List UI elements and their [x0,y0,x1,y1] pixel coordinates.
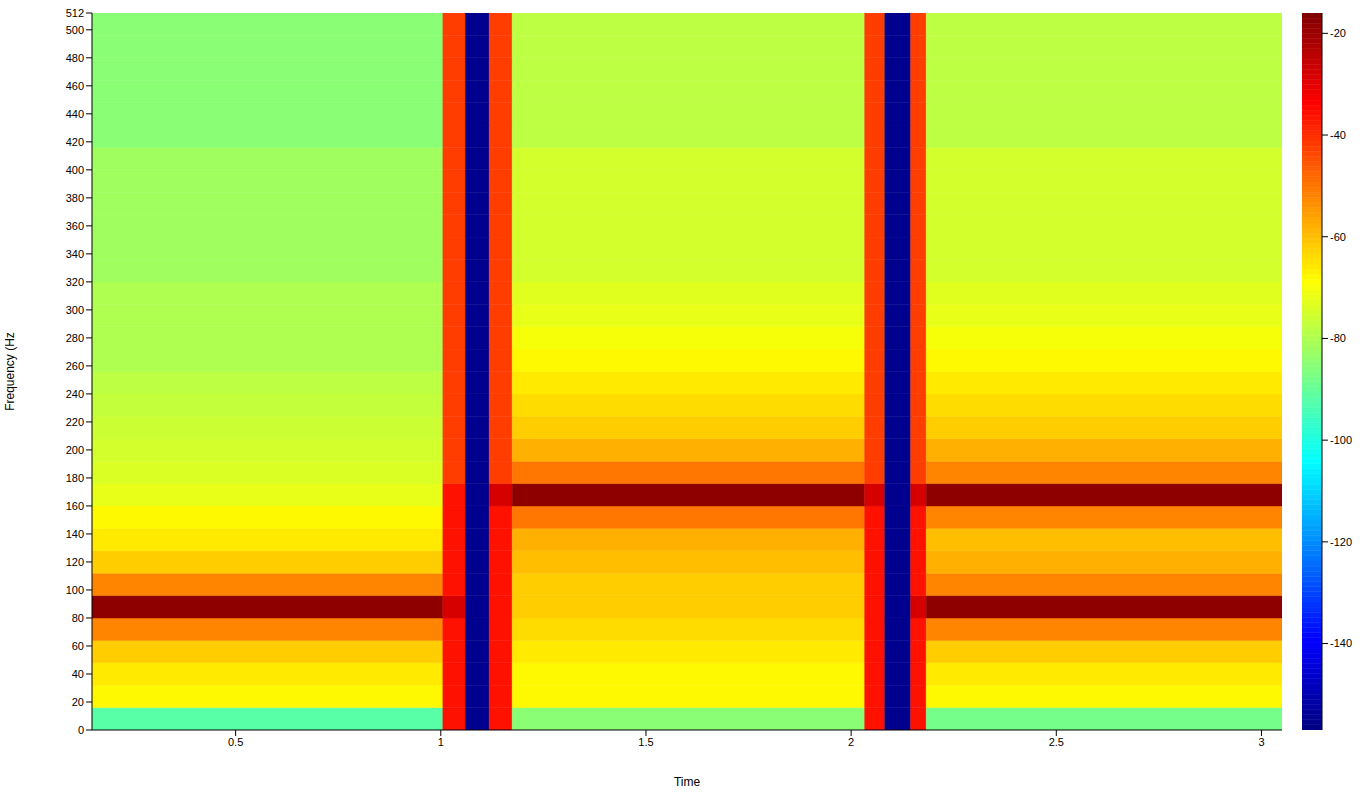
svg-text:180: 180 [66,472,84,484]
svg-text:340: 340 [66,248,84,260]
svg-text:500: 500 [66,24,84,36]
svg-text:480: 480 [66,52,84,64]
svg-text:60: 60 [72,640,84,652]
svg-text:2: 2 [848,736,854,748]
svg-text:Frequency (Hz: Frequency (Hz [3,332,17,411]
svg-text:2.5: 2.5 [1049,736,1064,748]
svg-text:1: 1 [438,736,444,748]
svg-text:80: 80 [72,612,84,624]
svg-text:-40: -40 [1330,129,1346,141]
svg-text:440: 440 [66,108,84,120]
svg-text:380: 380 [66,192,84,204]
svg-text:40: 40 [72,668,84,680]
svg-text:280: 280 [66,332,84,344]
svg-text:-100: -100 [1330,434,1352,446]
svg-text:140: 140 [66,528,84,540]
svg-text:460: 460 [66,80,84,92]
svg-text:300: 300 [66,304,84,316]
svg-text:20: 20 [72,696,84,708]
svg-text:400: 400 [66,164,84,176]
svg-text:260: 260 [66,360,84,372]
svg-text:-140: -140 [1330,637,1352,649]
svg-text:360: 360 [66,220,84,232]
svg-text:420: 420 [66,136,84,148]
svg-text:512: 512 [66,7,84,19]
svg-text:240: 240 [66,388,84,400]
svg-text:160: 160 [66,500,84,512]
svg-text:-60: -60 [1330,231,1346,243]
svg-text:320: 320 [66,276,84,288]
svg-text:-20: -20 [1330,27,1346,39]
svg-text:-80: -80 [1330,332,1346,344]
svg-text:-120: -120 [1330,536,1352,548]
svg-text:200: 200 [66,444,84,456]
svg-text:0.5: 0.5 [228,736,243,748]
svg-text:0: 0 [78,724,84,736]
svg-text:100: 100 [66,584,84,596]
svg-text:3: 3 [1258,736,1264,748]
svg-text:Time: Time [674,775,701,789]
svg-text:220: 220 [66,416,84,428]
svg-text:1.5: 1.5 [638,736,653,748]
svg-text:120: 120 [66,556,84,568]
